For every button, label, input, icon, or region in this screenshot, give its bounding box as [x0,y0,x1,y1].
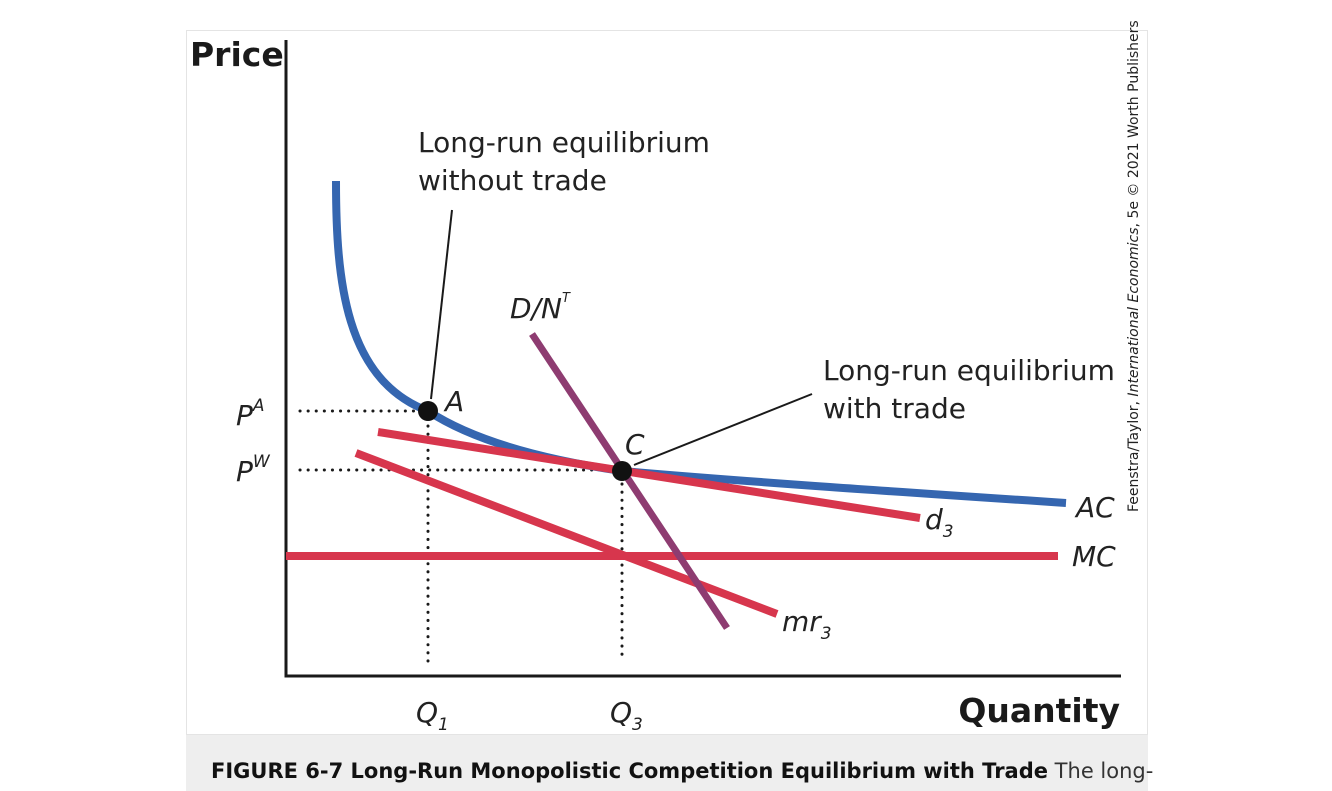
with-trade-line-1: Long-run equilibrium [823,354,1115,387]
point-c-label: C [625,428,645,461]
d3-line [377,428,921,522]
with-trade-leader [633,393,813,466]
caption-body: The long- [1048,759,1154,783]
q3-base: Q [610,696,632,729]
mc-label: MC [1072,540,1116,573]
ac-label: AC [1074,491,1115,524]
credit-suffix: , 5e © 2021 Worth Publishers [1126,20,1142,227]
y-axis-title: Price [190,35,284,74]
guide-lines [298,409,624,664]
pa-label: PA [236,396,265,432]
publisher-credit: Feenstra/Taylor, International Economics… [1126,20,1142,512]
ac-curve [332,180,1067,507]
x-axis-title: Quantity [958,691,1120,730]
dn-label: D/NT [510,291,571,325]
q1-label: Q1 [416,696,449,735]
d3-label: d3 [925,503,954,542]
no-trade-annotation: Long-run equilibrium without trade [418,126,719,197]
no-trade-line-2: without trade [418,164,607,197]
point-c-dot [612,461,632,481]
pa-sup: A [252,396,265,416]
d3-base: d [925,503,943,536]
q1-base: Q [416,696,438,729]
axes [284,40,1121,678]
diagram: Price Quantity A C Long-run equilibrium … [190,20,1142,735]
dn-base: D/N [510,292,562,325]
point-a-label: A [443,385,464,418]
figure-caption: FIGURE 6-7 Long-Run Monopolistic Competi… [211,759,1153,783]
dn-sup: T [562,291,571,306]
pw-base: P [236,455,253,488]
q3-sub: 3 [632,715,643,735]
d3-sub: 3 [943,522,954,542]
point-a-dot [418,401,438,421]
q3-label: Q3 [610,696,643,735]
no-trade-line-1: Long-run equilibrium [418,126,710,159]
with-trade-line-2: with trade [823,392,966,425]
pw-sup: W [253,452,271,472]
pw-label: PW [236,452,271,488]
q1-sub: 1 [438,715,449,735]
mr3-line [354,449,779,618]
caption-bar: FIGURE 6-7 Long-Run Monopolistic Competi… [186,735,1153,791]
mr3-base: mr [782,605,822,638]
dn-line [529,332,730,630]
mr3-label: mr3 [782,605,832,644]
credit-prefix: Feenstra/Taylor, [1126,397,1142,512]
figure-frame [186,30,1148,735]
with-trade-annotation: Long-run equilibrium with trade [823,354,1124,425]
no-trade-leader [430,209,453,400]
pa-base: P [236,399,253,432]
credit-book: International Economics [1126,227,1142,396]
caption-title: FIGURE 6-7 Long-Run Monopolistic Competi… [211,759,1048,783]
mr3-sub: 3 [821,624,832,644]
